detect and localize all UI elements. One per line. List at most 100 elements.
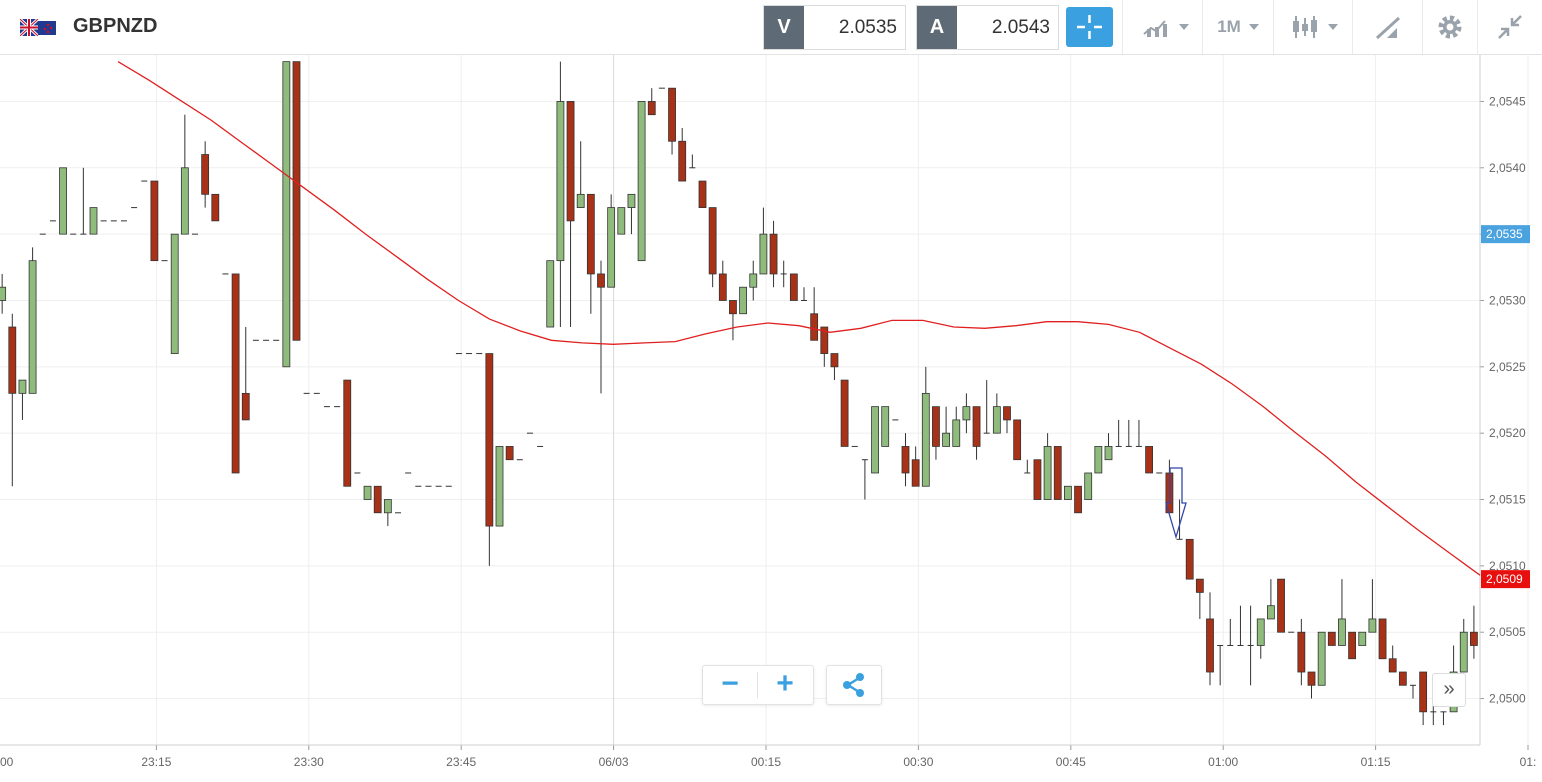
candle-bullish [170,233,179,354]
candle-bearish [201,154,210,195]
candle-bullish [1043,446,1052,500]
candle-bullish [952,419,961,447]
y-axis-tick-label: 2,0505 [1489,625,1526,639]
x-axis-tick-label: 23:15 [141,755,171,769]
candle-bearish [1378,618,1387,660]
crosshair-icon [1077,15,1102,39]
symbol-name: GBPNZD [73,15,158,37]
candle-bullish [576,193,585,208]
candle-bullish [1267,605,1275,620]
y-axis-tick-label: 2,0545 [1489,94,1526,108]
candle-bearish [1003,406,1011,421]
candle-bearish [1277,578,1285,633]
candle-bearish [292,61,301,341]
candle-bearish [1470,631,1478,646]
candle-bearish [211,193,220,222]
candle-bearish [597,273,605,288]
candle-bullish [1104,446,1113,461]
crosshair-button[interactable] [1066,7,1113,47]
current-price-badge [1481,225,1530,244]
candle-bearish [586,193,595,275]
candle-bearish [932,406,940,447]
candle-bearish [8,326,17,394]
candle-bullish [556,101,565,262]
zoom-in-button[interactable]: + [776,667,794,700]
chevron-down-icon [1248,24,1259,30]
candle-bearish [505,446,514,461]
ma-price-badge [1481,570,1530,589]
candle-bearish [901,446,910,474]
x-axis-tick-label: 01:15 [1361,755,1391,769]
x-axis-tick-label: 01:00 [1208,755,1238,769]
x-axis-tick-label: 00 [0,755,14,769]
candle-bullish [1084,472,1093,500]
candle-bearish [810,313,819,341]
candle-bullish [383,499,392,514]
toolbar: GBPNZD V 2.0535 A 2.0543 1M [0,0,1542,55]
candle-bullish [1317,631,1326,686]
candle-bullish [1368,618,1377,633]
timeframe-button[interactable]: 1M [1205,5,1271,49]
candlestick-icon [1293,16,1317,38]
candle-bullish [546,260,555,328]
collapse-button[interactable] [1485,5,1535,49]
candle-bearish [698,180,707,208]
candle-bullish [89,207,98,235]
zoom-out-button[interactable]: − [721,667,739,700]
candle-bullish [1338,618,1346,646]
candle-bearish [1206,618,1214,673]
candle-bearish [972,406,981,447]
candle-bearish [231,273,240,474]
candle-bullish [749,273,758,288]
candle-bullish [739,286,747,315]
timeframe-label: 1M [1217,17,1241,36]
candle-bearish [820,326,829,354]
candle-bearish [1185,538,1194,580]
drawing-tools-button[interactable] [1358,5,1418,49]
candle-bearish [1145,446,1153,474]
candle-bearish [150,180,159,262]
buy-price-button[interactable]: A 2.0543 [916,5,1059,50]
candle-bullish [637,101,646,262]
x-axis-tick-label: 06/03 [599,755,629,769]
share-button[interactable] [826,665,882,705]
candle-bearish [708,207,717,275]
candle-bearish [1195,578,1204,593]
y-axis-tick-label: 2,0500 [1489,692,1526,706]
candle-bearish [911,459,920,487]
candle-bearish [1297,631,1306,673]
x-axis-tick-label: 23:45 [446,755,476,769]
candle-bullish [607,207,616,288]
candle-bearish [678,140,687,182]
candle-bearish [830,353,839,368]
candle-bearish [1388,658,1397,673]
candle-bullish [921,392,930,487]
candle-bullish [1459,631,1468,673]
candle-bearish [1307,671,1316,686]
candle-bearish [1074,485,1082,514]
sell-price-button[interactable]: V 2.0535 [763,5,906,50]
candle-bearish [668,87,676,142]
candle-bullish [627,193,636,208]
candle-bearish [1348,631,1356,660]
x-axis-tick-label: 00:15 [751,755,781,769]
candle-bearish [1013,419,1022,461]
candle-bearish [1398,671,1407,686]
current-price-label: 2,0535 [1486,227,1523,241]
chevron-down-icon [1179,24,1189,30]
y-axis-tick-label: 2,0540 [1489,161,1526,175]
candle-bearish [1419,671,1428,713]
sell-tag: V [764,6,804,49]
scroll-to-latest-button[interactable]: » [1432,673,1466,707]
y-axis-tick-label: 2,0530 [1489,293,1526,307]
candle-bullish [282,61,291,368]
share-icon [843,673,864,697]
candle-bullish [180,167,189,235]
candle-style-button[interactable] [1278,5,1350,49]
settings-button[interactable] [1425,5,1475,49]
candle-bullish [759,233,768,275]
chart-type-button[interactable] [1130,5,1200,49]
candle-bullish [962,406,971,421]
candle-bullish [59,167,67,235]
candle-bullish [28,260,37,394]
